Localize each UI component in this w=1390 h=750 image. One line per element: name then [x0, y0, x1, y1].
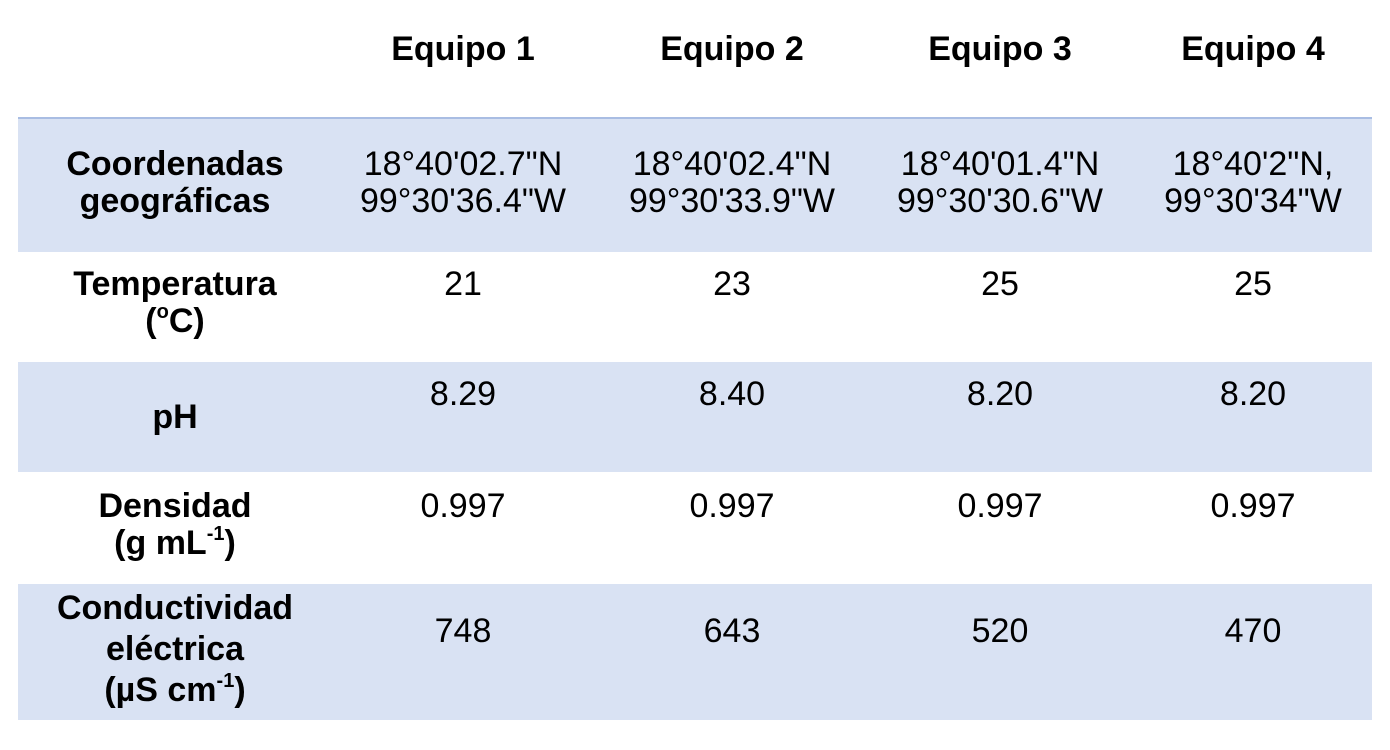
cell: 8.20	[966, 375, 1034, 413]
cell: 8.29	[429, 375, 497, 413]
row-label-ph: pH	[152, 398, 198, 436]
row-label-density: Densidad (g mL-1)	[98, 487, 252, 562]
header-equipo-3: Equipo 3	[928, 30, 1072, 68]
header-equipo-4: Equipo 4	[1181, 30, 1325, 68]
cell: 0.997	[689, 487, 775, 525]
cell: 18°40'02.4"N 99°30'33.9"W	[628, 145, 836, 220]
row-label-conductivity: Conductividad eléctrica (µS cm-1)	[56, 589, 294, 709]
cell: 643	[703, 612, 761, 650]
cell: 520	[971, 612, 1029, 650]
cell: 470	[1224, 612, 1282, 650]
cell: 23	[713, 265, 751, 303]
row-label-coordinates: Coordenadas geográficas	[66, 145, 284, 220]
cell: 8.40	[698, 375, 766, 413]
row-label-temperature: Temperatura (oC)	[73, 265, 277, 340]
cell: 0.997	[957, 487, 1043, 525]
cell: 18°40'01.4"N 99°30'30.6"W	[896, 145, 1104, 220]
cell: 0.997	[420, 487, 506, 525]
header-equipo-1: Equipo 1	[391, 30, 535, 68]
table-row-ph: pH 8.29 8.40 8.20 8.20	[18, 362, 1372, 472]
table-row-conductivity: Conductividad eléctrica (µS cm-1) 748 643 …	[18, 584, 1372, 720]
cell: 0.997	[1210, 487, 1296, 525]
cell: 21	[444, 265, 482, 303]
table-row-coordinates: Coordenadas geográficas 18°40'02.7"N 99°30…	[18, 119, 1372, 252]
cell: 25	[1234, 265, 1272, 303]
table-row-temperature: Temperatura (oC) 21 23 25 25	[18, 252, 1372, 362]
header-equipo-2: Equipo 2	[660, 30, 804, 68]
cell: 18°40'2"N, 99°30'34"W	[1164, 145, 1342, 220]
cell: 748	[434, 612, 492, 650]
cell: 25	[981, 265, 1019, 303]
cell: 18°40'02.7"N 99°30'36.4"W	[359, 145, 567, 220]
cell: 8.20	[1219, 375, 1287, 413]
table-row-density: Densidad (g mL-1) 0.997 0.997 0.997 0.997	[18, 472, 1372, 584]
table-top-border	[18, 117, 1372, 119]
